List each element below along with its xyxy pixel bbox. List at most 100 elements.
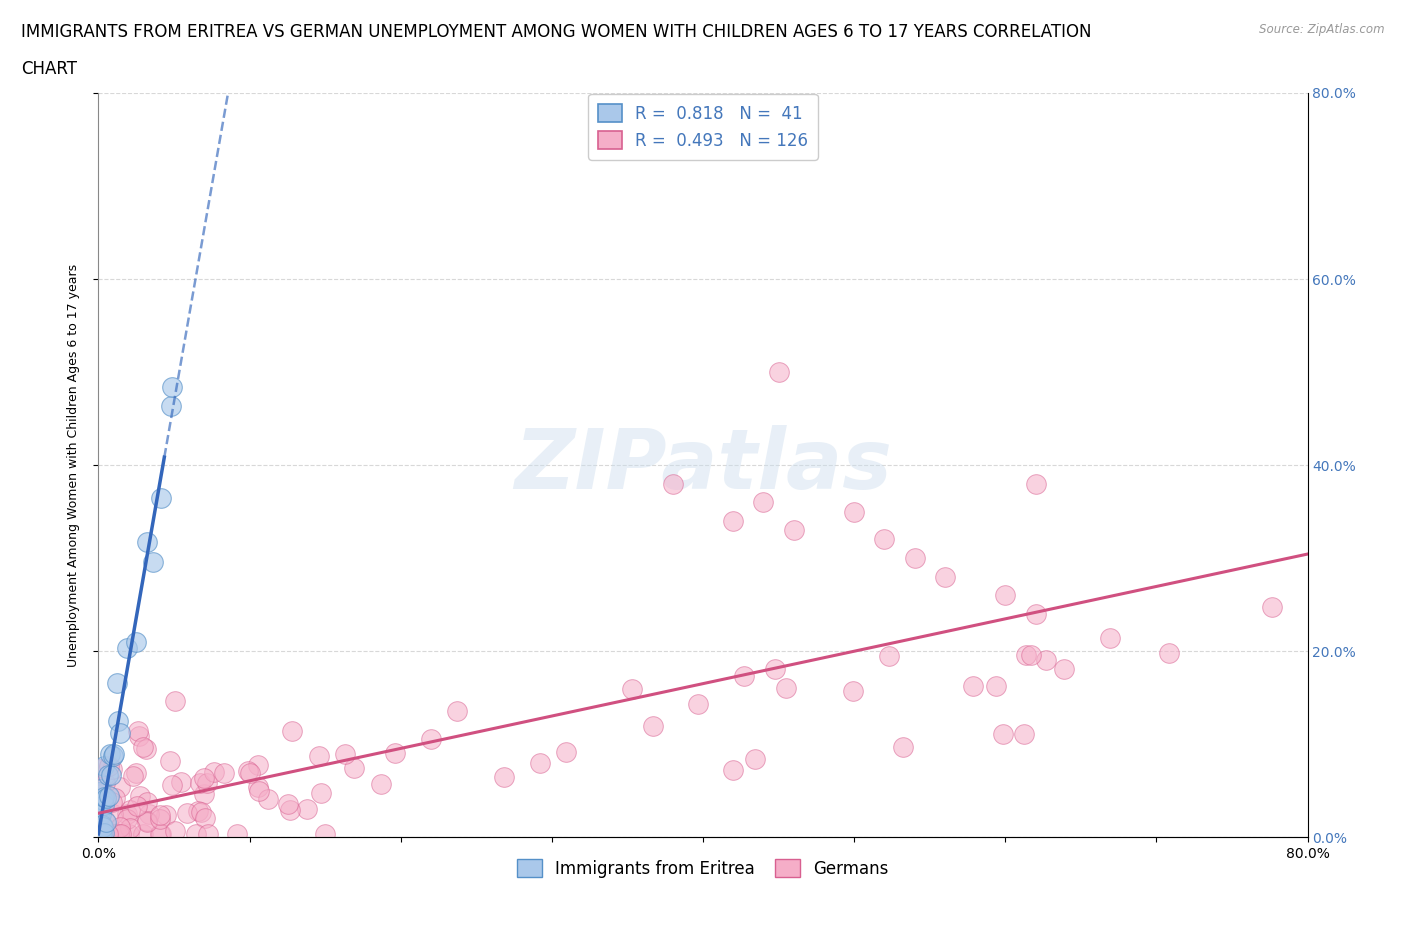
Point [135,815,157,830]
Point [89,781,111,796]
Point [384,746,406,761]
Point [108,827,131,842]
Point [370,777,392,791]
Point [105,675,128,690]
Point [93,776,115,790]
Point [202,764,225,779]
Point [107,713,129,728]
Point [120,820,142,835]
Point [105,827,128,842]
Point [775,681,797,696]
Point [89,828,111,843]
Point [768,365,790,379]
Point [89,762,111,777]
Point [98,789,121,804]
Point [90,787,112,802]
Point [247,779,270,794]
Point [1024,606,1046,621]
Point [723,513,745,528]
Point [239,766,262,781]
Point [170,774,193,789]
Point [844,504,866,519]
Point [165,823,187,838]
Point [991,726,1014,741]
Point [110,819,132,834]
Point [309,786,332,801]
Text: ZIPatlas: ZIPatlas [515,424,891,506]
Point [115,812,138,827]
Point [752,495,775,510]
Point [121,769,143,784]
Point [108,725,131,740]
Point [343,761,366,776]
Point [197,827,219,842]
Point [162,778,184,793]
Point [193,786,215,801]
Point [962,678,984,693]
Point [176,805,198,820]
Point [277,796,299,811]
Point [744,751,766,766]
Point [159,753,181,768]
Text: CHART: CHART [21,60,77,78]
Point [1261,600,1284,615]
Point [149,490,172,505]
Point [278,803,301,817]
Point [91,792,114,807]
Point [90,818,112,833]
Point [308,749,330,764]
Point [93,759,115,774]
Point [97,827,120,842]
Point [295,802,318,817]
Point [280,724,302,738]
Point [93,798,115,813]
Point [89,824,111,839]
Point [904,551,927,565]
Point [333,747,356,762]
Point [135,741,157,756]
Point [194,810,217,825]
Point [136,814,159,829]
Point [100,746,122,761]
Point [661,476,683,491]
Point [893,739,915,754]
Point [132,739,155,754]
Point [225,827,247,842]
Point [128,729,150,744]
Point [97,759,120,774]
Point [554,744,576,759]
Point [138,806,160,821]
Point [90,806,112,821]
Point [247,783,270,798]
Point [127,724,149,738]
Legend: Immigrants from Eritrea, Germans: Immigrants from Eritrea, Germans [510,853,896,884]
Point [93,826,115,841]
Point [110,827,132,842]
Point [90,828,112,843]
Point [91,827,114,842]
Point [89,824,111,839]
Point [877,648,900,663]
Point [93,790,115,804]
Point [91,796,114,811]
Point [90,828,112,843]
Text: Source: ZipAtlas.com: Source: ZipAtlas.com [1260,23,1385,36]
Point [89,794,111,809]
Point [314,827,336,842]
Point [93,812,115,827]
Point [125,634,148,649]
Point [212,765,235,780]
Point [101,827,124,842]
Point [141,554,163,569]
Point [89,784,111,799]
Point [93,827,115,842]
Point [1024,476,1046,491]
Y-axis label: Unemployment Among Women with Children Ages 6 to 17 years: Unemployment Among Women with Children A… [67,263,80,667]
Point [90,780,112,795]
Point [641,718,664,733]
Point [125,765,148,780]
Point [187,804,209,818]
Point [155,807,177,822]
Point [150,827,173,842]
Point [136,794,159,809]
